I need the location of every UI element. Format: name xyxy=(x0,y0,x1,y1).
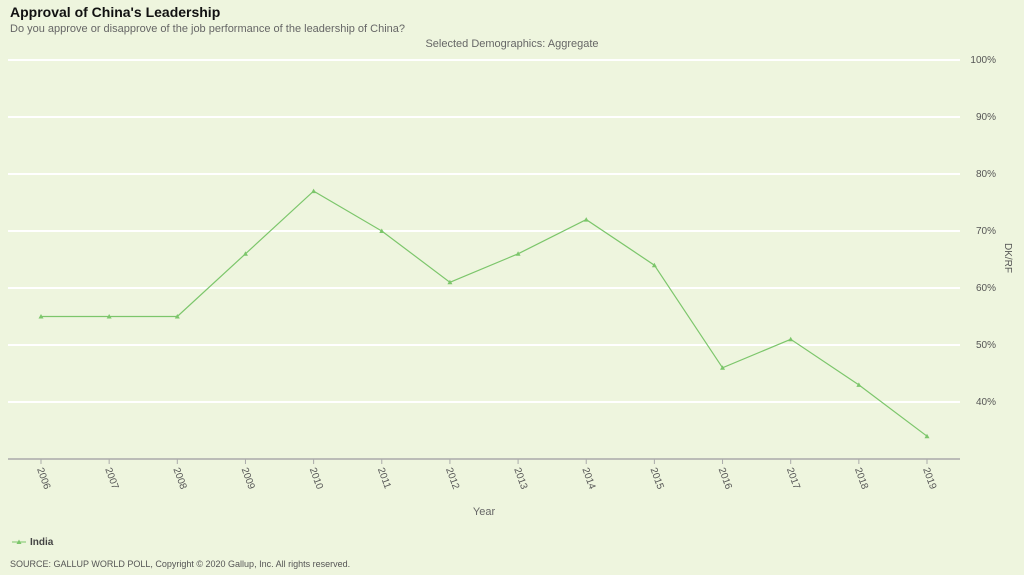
y-tick-label: 100% xyxy=(970,55,996,66)
marker xyxy=(924,433,930,439)
source: SOURCE: GALLUP WORLD POLL, Copyright © 2… xyxy=(10,559,350,569)
marker xyxy=(720,365,726,370)
chart-subtitle: Do you approve or disapprove of the job … xyxy=(10,23,405,35)
line xyxy=(41,190,928,437)
x-axis-label: Year xyxy=(473,506,496,518)
marker xyxy=(788,336,794,342)
marker xyxy=(583,217,589,222)
marker xyxy=(174,314,180,319)
chart-title: Approval of China's Leadership xyxy=(10,4,220,20)
marker xyxy=(515,251,521,256)
y-tick-label: 70% xyxy=(976,226,996,237)
marker xyxy=(38,314,44,319)
marker xyxy=(106,314,112,319)
marker xyxy=(242,251,248,256)
marker xyxy=(447,279,453,285)
marker xyxy=(379,228,385,233)
legend-label: India xyxy=(30,537,54,548)
marker xyxy=(856,382,862,387)
marker xyxy=(311,188,317,194)
annotation: Selected Demographics: Aggregate xyxy=(425,38,598,50)
legend-marker xyxy=(16,539,22,544)
marker xyxy=(651,262,657,268)
y-tick-label: 90% xyxy=(976,112,996,123)
y-tick-label: 80% xyxy=(976,169,996,180)
y-tick-label: 50% xyxy=(976,340,996,351)
y-tick-label: 60% xyxy=(976,283,996,294)
y-axis-label: DK/RF xyxy=(1002,243,1013,273)
y-tick-label: 40% xyxy=(976,397,996,408)
